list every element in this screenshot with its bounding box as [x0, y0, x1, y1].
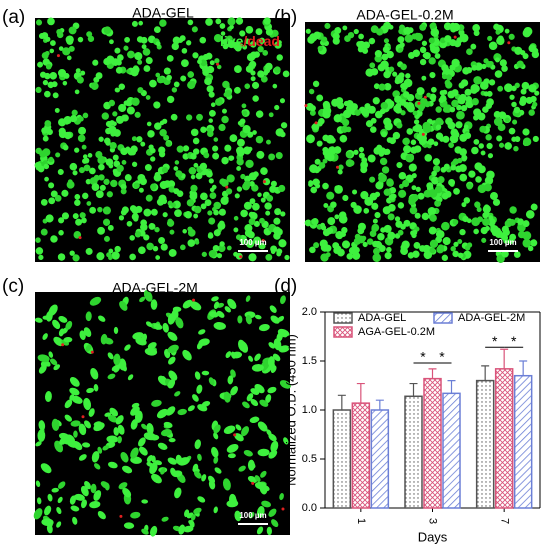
y-tick-label: 0.5 — [302, 453, 317, 465]
error-bar — [375, 399, 384, 410]
cells — [304, 21, 540, 263]
panel-title: ADA-GEL — [132, 5, 194, 21]
bar — [370, 409, 390, 509]
y-tick-label: 0.0 — [302, 502, 317, 514]
error-bar — [428, 368, 437, 379]
bar — [442, 392, 461, 509]
significance-star: * — [492, 333, 498, 349]
bar — [332, 409, 352, 509]
legend-dead: /dead — [243, 33, 280, 49]
bar — [351, 402, 371, 509]
y-tick-label: 1.5 — [302, 355, 317, 367]
cells — [33, 289, 291, 537]
scale-bar-label: 100 µm — [239, 511, 266, 520]
bar — [475, 379, 495, 509]
error-bar — [356, 382, 365, 404]
legend-swatch — [333, 312, 353, 324]
error-bar — [409, 382, 418, 397]
bar — [513, 374, 533, 509]
cells — [34, 17, 290, 262]
bar — [423, 377, 442, 509]
legend-swatch — [333, 326, 353, 338]
y-axis-title: Normalized O.D. (450 nm) — [283, 334, 298, 486]
bar — [404, 395, 423, 509]
panel-title: ADA-GEL-2M — [112, 280, 198, 296]
panel-label: (a) — [2, 7, 25, 28]
x-tick-label: 1 — [355, 518, 367, 524]
stain-legend: live/dead — [220, 33, 280, 49]
scale-bar-label: 100 µm — [489, 238, 516, 247]
bar — [494, 368, 514, 509]
error-bar — [500, 348, 509, 369]
error-bar — [481, 365, 490, 381]
scale-bar-label: 100 µm — [239, 238, 266, 247]
legend-label: AGA-GEL-0.2M — [358, 326, 435, 338]
panel-label: (c) — [2, 276, 24, 297]
error-bar — [519, 360, 528, 376]
legend-swatch — [433, 312, 453, 324]
legend-label: ADA-GEL-2M — [458, 312, 525, 324]
x-axis-title: Days — [418, 529, 448, 544]
error-bar — [337, 394, 346, 410]
x-tick-label: 3 — [427, 518, 439, 524]
legend-label: ADA-GEL — [358, 312, 406, 324]
significance-star: * — [420, 349, 426, 365]
legend-live: live — [220, 33, 244, 49]
significance-star: * — [439, 349, 445, 365]
panel-label: (b) — [274, 7, 297, 28]
y-tick-label: 2.0 — [302, 306, 317, 318]
panel-label: (d) — [274, 276, 297, 297]
panel-title: ADA-GEL-0.2M — [356, 7, 453, 23]
x-tick-label: 7 — [498, 518, 510, 524]
significance-star: * — [511, 333, 517, 349]
y-tick-label: 1.0 — [302, 404, 317, 416]
error-bar — [447, 380, 456, 394]
